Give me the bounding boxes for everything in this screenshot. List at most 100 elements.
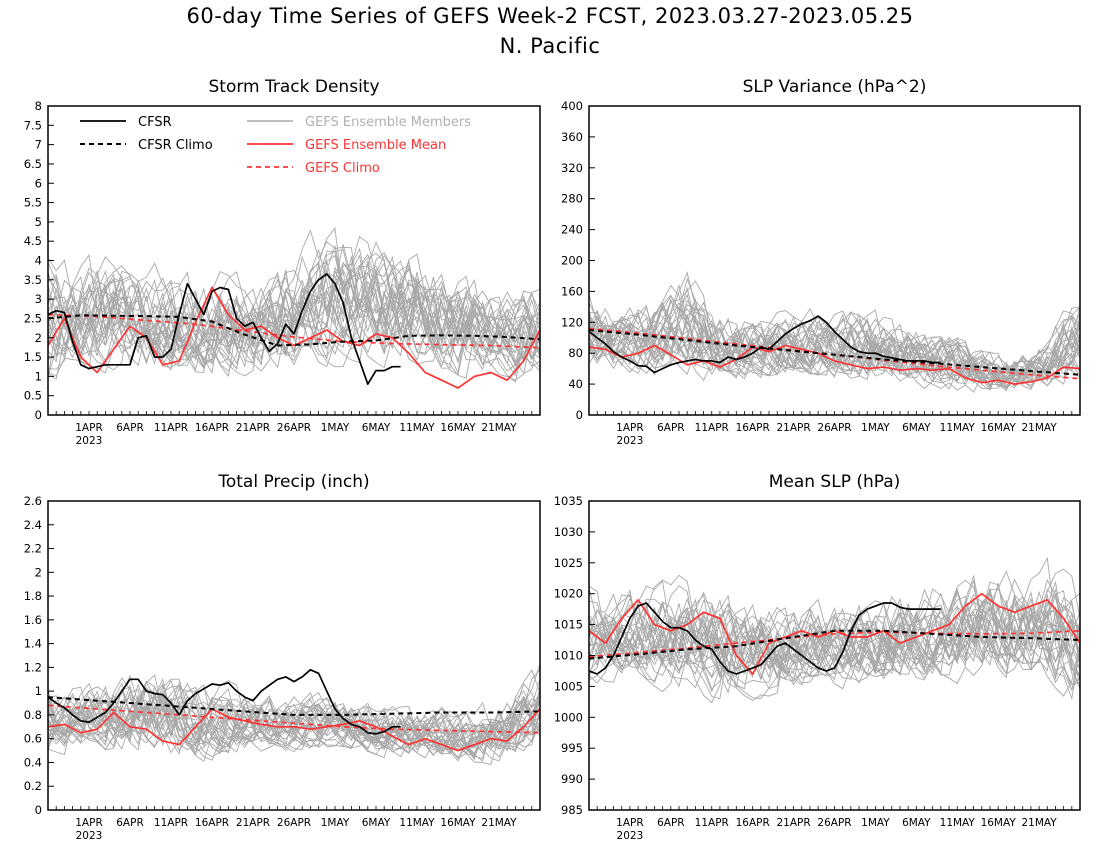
y-tick-label: 0.5 xyxy=(24,389,42,403)
ensemble-member-line xyxy=(589,312,1080,389)
y-tick-label: 1.8 xyxy=(24,589,42,603)
y-tick-label: 0.8 xyxy=(24,708,42,722)
y-tick-label: 1020 xyxy=(554,587,583,601)
x-tick-label: 11MAY xyxy=(940,817,976,829)
x-tick-label: 1APR xyxy=(75,422,103,434)
ensemble-member-line xyxy=(48,677,540,762)
y-tick-label: 6 xyxy=(35,176,42,190)
cfsr-climo-line xyxy=(589,329,1080,376)
ensemble-member-line xyxy=(589,600,1080,690)
ensemble-member-line xyxy=(48,244,540,377)
y-tick-label: 3 xyxy=(35,292,42,306)
x-tick-label: 26APR xyxy=(817,817,851,829)
ensemble-member-line xyxy=(589,284,1080,391)
y-tick-label: 6.5 xyxy=(24,157,42,171)
y-tick-label: 1.4 xyxy=(24,637,42,651)
x-tick-label: 16APR xyxy=(195,422,229,434)
x-tick-label: 21MAY xyxy=(1021,422,1057,434)
panel-plot-area xyxy=(589,556,1080,704)
y-tick-label: 5 xyxy=(35,215,42,229)
x-tick-label: 21APR xyxy=(776,422,810,434)
y-tick-label: 990 xyxy=(561,772,583,786)
ensemble-member-line xyxy=(48,260,540,380)
gefs-mean-line xyxy=(48,708,540,752)
x-tick-label: 26APR xyxy=(277,422,311,434)
x-tick-label: 16MAY xyxy=(981,422,1017,434)
x-tick-label: 11APR xyxy=(154,817,188,829)
ensemble-member-line xyxy=(589,310,1080,384)
ensemble-member-line xyxy=(589,581,1080,690)
x-tick-label: 6APR xyxy=(116,817,144,829)
x-tick-label: 11APR xyxy=(695,422,729,434)
y-tick-label: 120 xyxy=(561,315,583,329)
y-tick-label: 40 xyxy=(568,377,583,391)
legend-members-label: GEFS Ensemble Members xyxy=(305,115,471,130)
x-tick-label: 1MAY xyxy=(321,817,350,829)
cfsr-line xyxy=(589,602,941,675)
y-tick-label: 2.4 xyxy=(24,518,42,532)
ensemble-member-line xyxy=(48,669,540,754)
x-tick-label: 11MAY xyxy=(399,422,435,434)
gefs-climo-line xyxy=(589,629,1080,658)
legend-cfsr-climo-label: CFSR Climo xyxy=(138,138,213,153)
ensemble-members xyxy=(48,227,540,383)
ensemble-member-line xyxy=(48,255,540,366)
legend-gefs-climo-label: GEFS Climo xyxy=(305,161,380,176)
panel-title: SLP Variance (hPa^2) xyxy=(743,77,927,97)
x-tick-label: 21MAY xyxy=(481,422,517,434)
x-tick-label: 1APR xyxy=(616,422,644,434)
ensemble-member-line xyxy=(589,579,1080,679)
ensemble-member-line xyxy=(48,265,540,360)
y-tick-label: 5.5 xyxy=(24,196,42,210)
page-subtitle: N. Pacific xyxy=(499,34,601,58)
x-tick-label: 11APR xyxy=(695,817,729,829)
x-tick-label: 6APR xyxy=(116,422,144,434)
panel-plot-area xyxy=(48,227,540,389)
y-tick-label: 4.5 xyxy=(24,234,42,248)
y-tick-label: 985 xyxy=(561,803,583,817)
ensemble-member-line xyxy=(589,598,1080,681)
y-tick-label: 1.5 xyxy=(24,350,42,364)
x-year-label: 2023 xyxy=(76,435,103,447)
x-year-label: 2023 xyxy=(617,435,644,447)
gefs-climo-line xyxy=(48,704,540,734)
y-tick-label: 1 xyxy=(35,684,42,698)
y-tick-label: 7.5 xyxy=(24,118,42,132)
legend: CFSR CFSR Climo GEFS Ensemble Members GEFS … xyxy=(80,115,471,176)
y-tick-label: 0.6 xyxy=(24,732,42,746)
y-tick-label: 1.6 xyxy=(24,613,42,627)
ensemble-member-line xyxy=(48,669,540,759)
x-tick-label: 11MAY xyxy=(399,817,435,829)
ensemble-member-line xyxy=(589,312,1080,390)
ensemble-member-line xyxy=(48,255,540,361)
x-tick-label: 6MAY xyxy=(362,817,391,829)
panel-title: Storm Track Density xyxy=(208,77,379,97)
ensemble-member-line xyxy=(589,582,1080,680)
y-tick-label: 2.5 xyxy=(24,311,42,325)
ensemble-member-line xyxy=(48,693,540,758)
panel-frame xyxy=(47,500,541,811)
y-tick-label: 1000 xyxy=(554,710,583,724)
x-tick-label: 1MAY xyxy=(861,422,890,434)
ensemble-member-line xyxy=(589,305,1080,382)
x-tick-label: 16MAY xyxy=(981,817,1017,829)
ensemble-member-line xyxy=(48,271,540,369)
ensemble-member-line xyxy=(589,304,1080,387)
gefs-climo-line xyxy=(48,313,540,349)
x-tick-label: 1MAY xyxy=(321,422,350,434)
panel-2: SLP Variance (hPa^2) 0 40 80 120 160 200 240 280… xyxy=(561,77,1081,447)
y-tick-label: 1 xyxy=(35,369,42,383)
y-tick-label: 1025 xyxy=(554,556,583,570)
y-tick-label: 995 xyxy=(561,741,583,755)
x-tick-label: 11APR xyxy=(154,422,188,434)
y-tick-label: 200 xyxy=(561,254,583,268)
y-tick-label: 360 xyxy=(561,130,583,144)
y-tick-label: 0.2 xyxy=(24,779,42,793)
ensemble-member-line xyxy=(589,597,1080,684)
x-tick-label: 6MAY xyxy=(362,422,391,434)
y-tick-label: 0.4 xyxy=(24,755,42,769)
y-tick-label: 400 xyxy=(561,99,583,113)
x-tick-label: 1MAY xyxy=(861,817,890,829)
cfsr-climo-line xyxy=(48,696,540,716)
